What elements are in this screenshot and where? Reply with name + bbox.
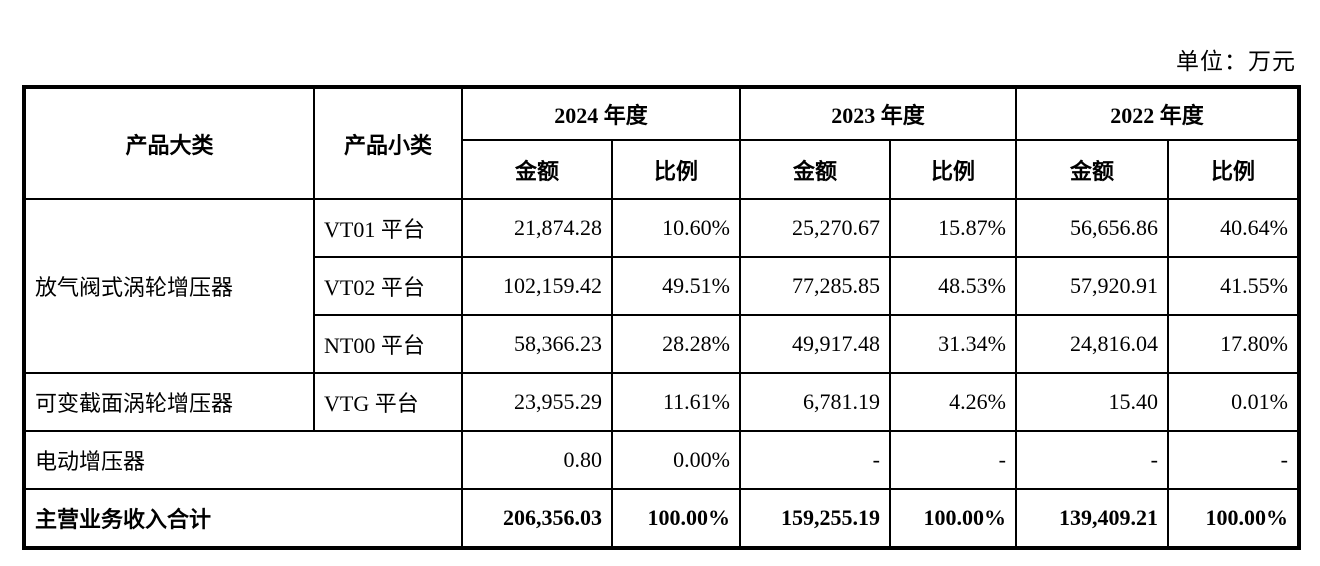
ratio-cell: 31.34% — [889, 314, 1017, 374]
table-row-vt01: 放气阀式涡轮增压器 VT01 平台 21,874.28 10.60% 25,27… — [23, 198, 1300, 374]
amount-cell: 21,874.28 — [461, 198, 613, 258]
amount-cell: 206,356.03 — [461, 488, 613, 549]
amount-cell: 57,920.91 — [1015, 256, 1169, 316]
header-year-2022: 2022 年度 — [1015, 86, 1300, 141]
ratio-cell: 48.53% — [889, 256, 1017, 316]
ratio-cell: 100.00% — [889, 488, 1017, 549]
ratio-cell: - — [1167, 430, 1300, 490]
amount-cell: 23,955.29 — [461, 372, 613, 432]
category-cell: 放气阀式涡轮增压器 — [23, 198, 315, 374]
ratio-cell: 100.00% — [1167, 488, 1300, 549]
header-amount-2024: 金额 — [461, 139, 613, 200]
amount-cell: 6,781.19 — [739, 372, 891, 432]
table-row-vt02: VT02 平台 102,159.42 49.51% 77,285.85 48.5… — [24, 256, 1300, 316]
header-ratio-2023: 比例 — [889, 139, 1017, 200]
unit-label: 单位：万元 — [1176, 49, 1296, 74]
header-category: 产品大类 — [23, 86, 315, 200]
table-row-electric: 电动增压器 0.80 0.00% - - - - — [23, 430, 1300, 490]
ratio-cell: 41.55% — [1167, 256, 1300, 316]
category-cell: 电动增压器 — [23, 430, 463, 490]
amount-cell: 102,159.42 — [461, 256, 613, 316]
amount-cell: 58,366.23 — [461, 314, 613, 374]
ratio-cell: 0.01% — [1167, 372, 1300, 432]
header-ratio-2024: 比例 — [611, 139, 741, 200]
amount-cell: 159,255.19 — [739, 488, 891, 549]
table-row-vtg: 可变截面涡轮增压器 VTG 平台 23,955.29 11.61% 6,781.… — [23, 372, 1300, 432]
ratio-cell: 28.28% — [611, 314, 741, 374]
amount-cell: - — [739, 430, 891, 490]
category-cell: 可变截面涡轮增压器 — [23, 372, 315, 432]
ratio-cell: 49.51% — [611, 256, 741, 316]
ratio-cell: 17.80% — [1167, 314, 1300, 374]
amount-cell: - — [1015, 430, 1169, 490]
ratio-cell: 10.60% — [611, 198, 741, 258]
table-row-nt00: NT00 平台 58,366.23 28.28% 49,917.48 31.34… — [24, 314, 1300, 374]
amount-cell: 25,270.67 — [739, 198, 891, 258]
ratio-cell: - — [889, 430, 1017, 490]
header-amount-2023: 金额 — [739, 139, 891, 200]
ratio-cell: 11.61% — [611, 372, 741, 432]
platform-cell: VT02 平台 — [313, 256, 463, 316]
amount-cell: 139,409.21 — [1015, 488, 1169, 549]
ratio-cell: 4.26% — [889, 372, 1017, 432]
header-ratio-2022: 比例 — [1167, 139, 1300, 200]
header-amount-2022: 金额 — [1015, 139, 1169, 200]
ratio-cell: 15.87% — [889, 198, 1017, 258]
ratio-cell: 100.00% — [611, 488, 741, 549]
header-year-2023: 2023 年度 — [739, 86, 1017, 141]
revenue-table: 产品大类 产品小类 2024 年度 2023 年度 2022 年度 金额 比例 … — [22, 85, 1301, 550]
amount-cell: 15.40 — [1015, 372, 1169, 432]
platform-cell: VTG 平台 — [313, 372, 463, 432]
amount-cell: 56,656.86 — [1015, 198, 1169, 258]
ratio-cell: 0.00% — [611, 430, 741, 490]
amount-cell: 49,917.48 — [739, 314, 891, 374]
ratio-cell: 40.64% — [1167, 198, 1300, 258]
table-row-total: 主营业务收入合计 206,356.03 100.00% 159,255.19 1… — [23, 488, 1300, 549]
amount-cell: 77,285.85 — [739, 256, 891, 316]
header-year-2024: 2024 年度 — [461, 86, 741, 141]
platform-cell: VT01 平台 — [313, 198, 463, 258]
header-row-metrics: 金额 比例 金额 比例 金额 比例 — [24, 139, 1300, 200]
total-label-cell: 主营业务收入合计 — [23, 488, 463, 549]
amount-cell: 0.80 — [461, 430, 613, 490]
amount-cell: 24,816.04 — [1015, 314, 1169, 374]
header-row-years: 产品大类 产品小类 2024 年度 2023 年度 2022 年度 — [23, 86, 1300, 200]
header-subcategory: 产品小类 — [313, 86, 463, 200]
platform-cell: NT00 平台 — [313, 314, 463, 374]
